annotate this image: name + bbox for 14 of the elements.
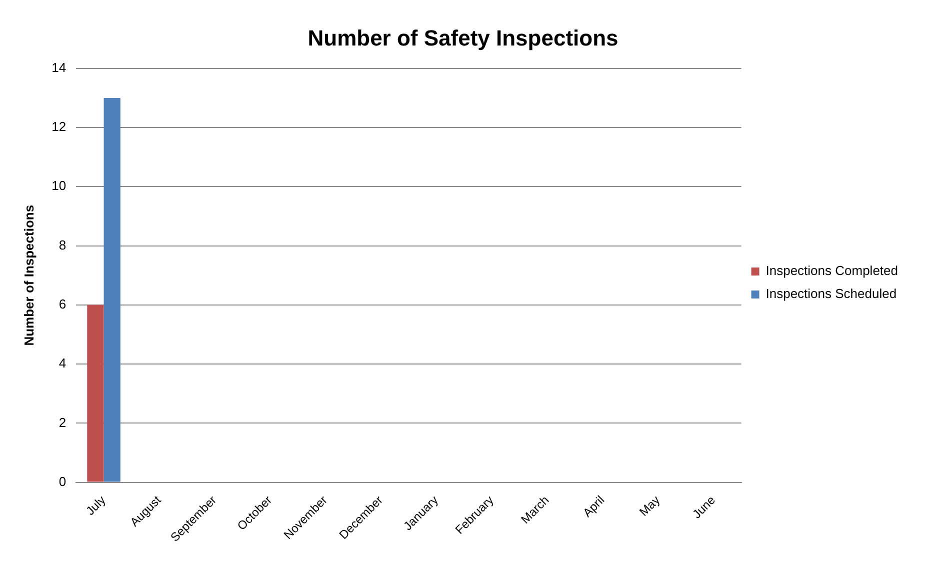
y-tick-label: 8 xyxy=(58,237,66,252)
x-tick-label: May xyxy=(636,492,663,519)
y-tick-label: 4 xyxy=(58,356,66,371)
y-tick-label: 6 xyxy=(58,296,66,312)
y-axis-title: Number of Inspections xyxy=(21,204,36,346)
legend-label: Inspections Scheduled xyxy=(766,286,897,302)
legend-label: Inspections Completed xyxy=(766,263,898,278)
x-tick-label: July xyxy=(83,492,108,518)
y-tick-label: 12 xyxy=(52,119,66,134)
y-tick-label: 10 xyxy=(52,178,66,194)
y-tick-label: 0 xyxy=(58,474,66,489)
y-tick-label: 2 xyxy=(58,414,66,430)
chart-title: Number of Safety Inspections xyxy=(308,25,618,50)
y-tick-label: 14 xyxy=(52,60,66,75)
